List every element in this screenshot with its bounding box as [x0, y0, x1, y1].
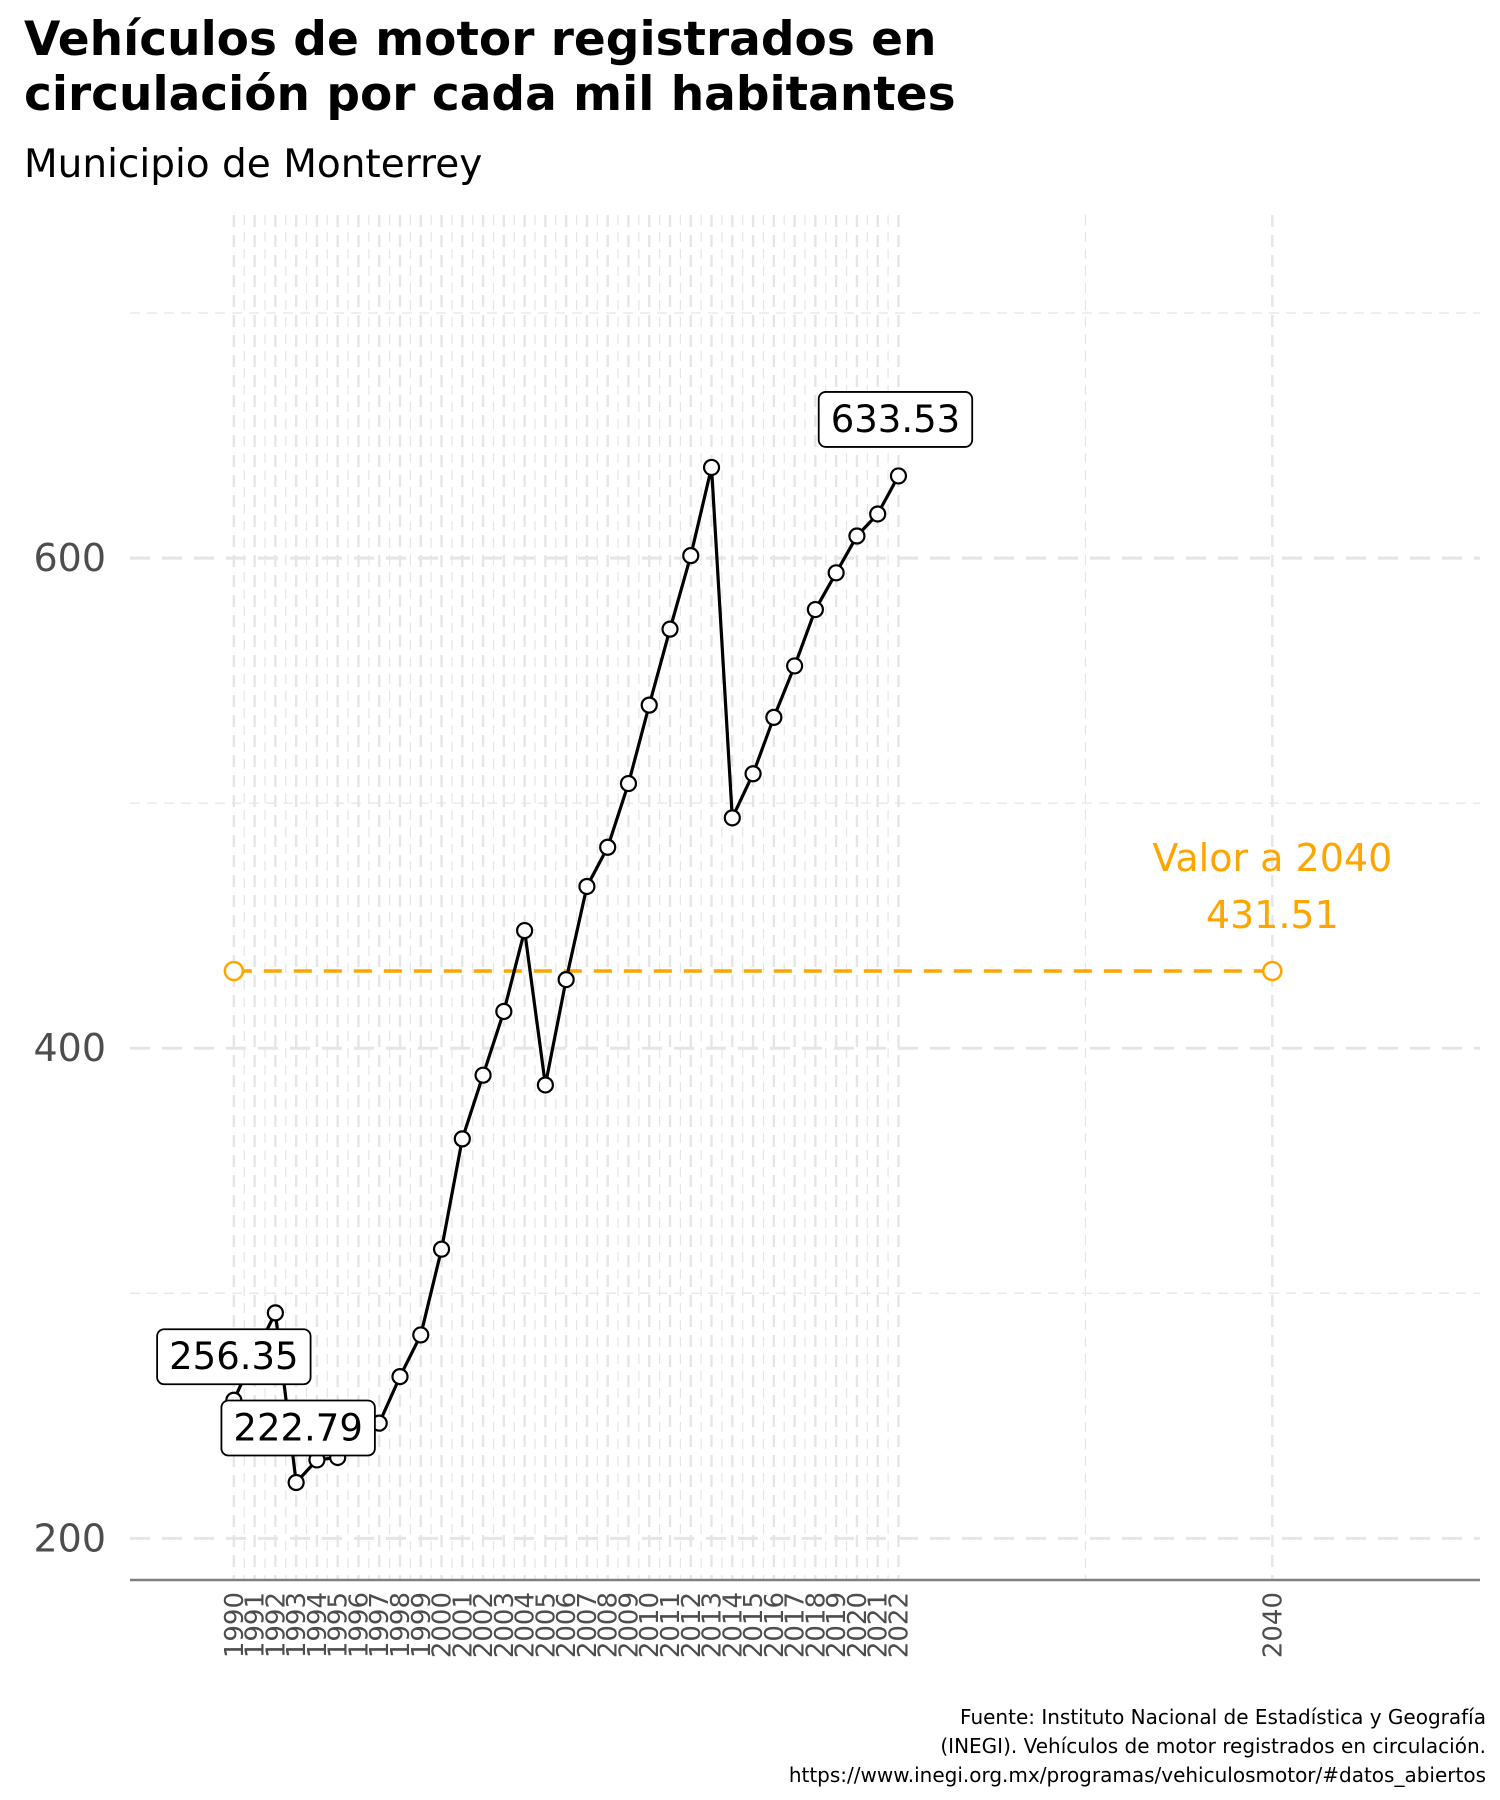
x-tick-label: 2017: [781, 1592, 811, 1658]
x-tick-label: 2019: [822, 1592, 852, 1658]
x-tick-label: 2015: [739, 1592, 769, 1658]
data-label: 633.53: [817, 391, 974, 448]
data-point: [619, 774, 638, 793]
x-tick-label: 2000: [428, 1592, 458, 1658]
data-point: [474, 1066, 492, 1084]
caption-line-2: (INEGI). Vehículos de motor registrados …: [940, 1734, 1486, 1758]
x-tick-label: 2021: [864, 1592, 894, 1658]
data-label-text: 633.53: [831, 398, 960, 441]
reference-annotation-value: 431.51: [1206, 893, 1339, 937]
data-point: [702, 458, 721, 477]
y-tick-label: 200: [33, 1516, 106, 1560]
data-point: [806, 600, 824, 619]
x-tick-label: 1993: [282, 1592, 312, 1658]
data-point: [869, 505, 887, 523]
data-point: [723, 809, 741, 827]
x-tick-label: 2016: [760, 1592, 790, 1658]
data-point: [495, 1002, 513, 1021]
x-tick-label: 2005: [531, 1592, 561, 1658]
y-tick-label: 600: [33, 536, 106, 580]
data-label-box: [220, 1399, 376, 1457]
axis-layer: 2004006001990199119921993199419951996199…: [33, 536, 1480, 1658]
data-point: [889, 467, 908, 485]
x-tick-label: 2006: [552, 1592, 582, 1658]
reference-layer: Valor a 2040 431.51: [223, 836, 1392, 982]
x-tick-label: 2012: [677, 1592, 707, 1658]
x-tick-label: 2002: [469, 1592, 499, 1658]
caption-line-1: Fuente: Instituto Nacional de Estadístic…: [960, 1705, 1486, 1729]
x-tick-label: 2004: [511, 1592, 541, 1658]
y-tick-label: 400: [33, 1026, 106, 1070]
x-tick-label: 2013: [698, 1592, 728, 1658]
x-tick-label: 1991: [241, 1592, 271, 1658]
reference-end-point: [1262, 960, 1283, 982]
x-tick-label: 2020: [843, 1592, 873, 1658]
grid-minor: [130, 215, 1480, 1580]
data-label-text: 256.35: [169, 1335, 298, 1378]
x-tick-label: 1998: [386, 1592, 416, 1658]
data-point: [453, 1130, 471, 1148]
data-point: [848, 527, 866, 545]
data-point: [661, 620, 679, 638]
x-tick-label: 2011: [656, 1592, 686, 1658]
source-caption: Fuente: Instituto Nacional de Estadístic…: [789, 1703, 1486, 1790]
x-tick-label: 2022: [884, 1592, 914, 1658]
data-label-text: 222.79: [233, 1406, 362, 1449]
data-point: [516, 921, 534, 940]
data-point: [599, 838, 617, 856]
grid-major: [130, 215, 1480, 1580]
caption-line-3: https://www.inegi.org.mx/programas/vehic…: [788, 1763, 1486, 1787]
data-point: [765, 708, 783, 726]
x-tick-label: 1999: [407, 1592, 437, 1658]
data-point: [391, 1367, 409, 1386]
title-line-1: Vehículos de motor registrados en: [24, 12, 937, 67]
data-label: 222.79: [220, 1399, 376, 1457]
reference-annotation-title: Valor a 2040: [1152, 836, 1392, 880]
title-line-2: circulación por cada mil habitantes: [24, 67, 956, 122]
x-tick-label: 2009: [614, 1592, 644, 1658]
reference-start-point: [223, 960, 245, 982]
data-label: 256.35: [156, 1328, 312, 1386]
x-tick-label: 2003: [490, 1592, 520, 1658]
data-point: [682, 547, 700, 565]
data-point: [266, 1304, 284, 1322]
x-tick-label: 2018: [801, 1592, 831, 1658]
x-tick-label: 1995: [324, 1592, 354, 1658]
x-tick-label: 2040: [1258, 1592, 1288, 1658]
x-tick-label: 2008: [594, 1592, 624, 1658]
data-point: [786, 657, 804, 675]
data-point: [536, 1076, 554, 1094]
data-label-box: [156, 1328, 312, 1386]
x-tick-label: 1997: [365, 1592, 395, 1658]
x-tick-label: 2014: [718, 1592, 748, 1658]
label-layer: 256.35 222.79 633.53: [156, 391, 974, 1457]
data-point: [432, 1240, 451, 1258]
x-tick-label: 1990: [220, 1592, 250, 1658]
data-point: [827, 564, 845, 582]
data-point: [578, 877, 596, 896]
data-point: [412, 1326, 430, 1344]
data-point: [557, 970, 575, 989]
data-point: [744, 765, 762, 783]
data-label-box: [817, 391, 974, 448]
chart-subtitle: Municipio de Monterrey: [24, 142, 483, 187]
x-tick-label: 1994: [303, 1592, 333, 1658]
data-point: [640, 696, 658, 714]
x-tick-label: 2001: [448, 1592, 478, 1658]
chart-title: Vehículos de motor registrados en circul…: [24, 12, 956, 122]
line-chart: Valor a 2040 431.51 256.35 222.79 633.53 20…: [33, 215, 1480, 1658]
x-tick-label: 2010: [635, 1592, 665, 1658]
data-point: [287, 1473, 305, 1492]
x-tick-label: 1996: [344, 1592, 374, 1658]
x-tick-label: 2007: [573, 1592, 603, 1658]
x-tick-label: 1992: [261, 1592, 291, 1658]
